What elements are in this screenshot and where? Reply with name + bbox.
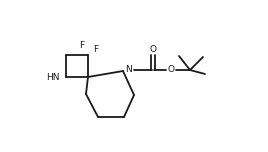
Text: F: F	[94, 45, 99, 55]
Text: F: F	[79, 41, 85, 50]
Text: O: O	[168, 66, 174, 74]
Text: HN: HN	[46, 74, 60, 83]
Text: N: N	[126, 66, 132, 74]
Text: O: O	[150, 45, 157, 54]
